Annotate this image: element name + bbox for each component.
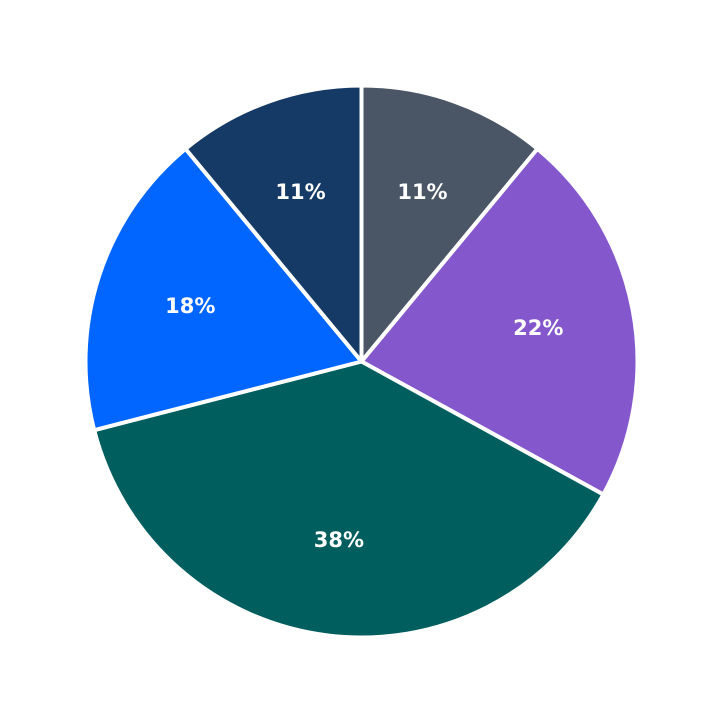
slices-layer: [83, 83, 640, 640]
pie-slice-label-5: 11%: [275, 180, 325, 204]
pie-slice-label-3: 38%: [314, 528, 364, 552]
pie-slice-2: [359, 146, 640, 497]
labels-layer: 11% 22% 38% 18% 11%: [165, 180, 563, 552]
pie-slice-label-4: 18%: [165, 294, 215, 318]
pie-slice-4: [83, 146, 364, 433]
pie-slice-label-2: 22%: [513, 316, 563, 340]
pie-slice-label-1: 11%: [397, 180, 447, 204]
pie-slice-5: [183, 83, 364, 364]
pie-slice-1: [359, 83, 540, 364]
pie-slice-3: [92, 359, 606, 640]
